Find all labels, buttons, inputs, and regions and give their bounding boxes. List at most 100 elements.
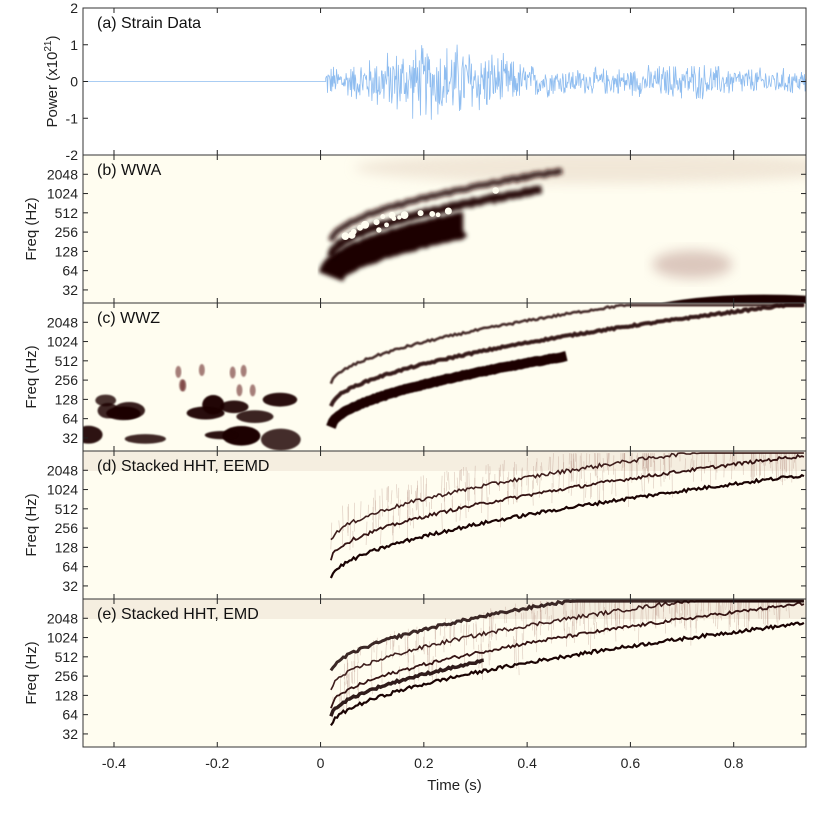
panel-a: -2 -1 0 1 2 Power (x1021) (a) Strain Data <box>43 0 807 163</box>
hht-track-2 <box>330 453 805 561</box>
hht-spike <box>446 470 448 481</box>
ytick-label: -1 <box>66 110 79 126</box>
hht-spike <box>731 453 733 480</box>
wwz-upper-track <box>329 303 804 385</box>
wwz-noise-blob <box>222 426 261 446</box>
hht-spike <box>343 681 345 712</box>
wwz-noise-blob <box>113 402 146 419</box>
wwa-smear <box>652 250 733 279</box>
xtick-label: 0.6 <box>621 755 641 771</box>
hht-spike <box>378 511 380 528</box>
wwz-noise-blob <box>236 384 243 397</box>
hht-spike <box>588 453 591 465</box>
plot-area <box>83 451 806 579</box>
ytick-label: 32 <box>62 578 78 594</box>
hht-spike <box>753 453 756 477</box>
hht-spike <box>583 461 585 484</box>
wwa-fundamental-blob <box>318 212 468 282</box>
wwa-speckle <box>373 219 380 226</box>
hht-spike <box>443 471 446 502</box>
hht-spike <box>623 453 625 482</box>
hht-track-2 <box>330 602 805 709</box>
hht-spike <box>776 601 778 623</box>
plot-area <box>83 44 806 120</box>
hht-spike <box>614 468 617 497</box>
hht-spike <box>349 522 351 551</box>
hht-spike <box>740 601 742 611</box>
hht-spike <box>458 470 461 490</box>
wwz-noise-blob <box>204 431 238 440</box>
wwz-noise-blob <box>175 365 182 378</box>
hht-track-bold <box>329 658 484 717</box>
hht-spike <box>573 453 575 469</box>
panel-c: 32 64 128 256 512 1024 2048 Freq (Hz) (c) WWZ <box>23 302 807 452</box>
hht-spike <box>681 601 684 616</box>
x-axis-label: Time (s) <box>427 777 481 794</box>
hht-spike <box>422 475 425 501</box>
hht-spike <box>532 610 535 625</box>
hht-spike <box>607 453 610 464</box>
wwz-noise-blob <box>240 364 247 377</box>
ytick-label: 1024 <box>47 482 78 498</box>
strain-series-line <box>83 44 806 120</box>
xtick-label: 0.8 <box>724 755 744 771</box>
hht-spike <box>526 457 528 486</box>
hht-spike <box>779 453 782 469</box>
hht-spike <box>486 479 488 502</box>
hht-spike <box>636 455 638 475</box>
hht-spike <box>390 490 393 505</box>
hht-spike <box>757 601 760 619</box>
hht-spike <box>692 453 694 482</box>
hht-spike <box>773 601 775 616</box>
hht-spike <box>488 643 490 666</box>
hht-spike <box>347 503 350 533</box>
hht-spike <box>629 605 632 628</box>
hht-spike <box>473 623 475 650</box>
hht-spike <box>575 601 578 630</box>
wwa-speckle <box>492 187 499 194</box>
wwz-noise-blob <box>180 379 187 392</box>
hht-spike <box>712 614 714 624</box>
hht-spike <box>516 629 518 644</box>
ytick-label: 64 <box>62 263 78 279</box>
hht-spike <box>415 490 417 511</box>
hht-spike <box>632 601 634 623</box>
hht-spike <box>707 601 710 612</box>
hht-spike <box>515 612 517 642</box>
ytick-label: 512 <box>55 353 79 369</box>
top-shading <box>83 599 806 619</box>
xtick-label: 0.4 <box>517 755 537 771</box>
xtick-label: -0.4 <box>102 755 126 771</box>
hht-spike <box>696 601 699 622</box>
hht-spike <box>521 633 524 660</box>
hht-spike <box>737 601 740 631</box>
wwz-noise-blob <box>260 428 301 451</box>
hht-spike <box>614 603 617 621</box>
hht-spike <box>502 463 504 485</box>
wwz-noise-blob <box>219 400 249 414</box>
hht-spike <box>615 602 617 630</box>
ytick-label: 512 <box>55 501 79 517</box>
hht-spike <box>432 656 434 682</box>
hht-spike <box>782 458 784 486</box>
wwa-speckle <box>391 216 397 221</box>
hht-spike <box>385 640 387 656</box>
hht-spike <box>700 601 703 612</box>
hht-spike <box>346 656 349 672</box>
hht-spike <box>448 472 450 490</box>
ytick-label: 2048 <box>47 462 78 478</box>
wwa-speckle <box>400 211 409 219</box>
hht-spike <box>552 601 554 630</box>
wwa-speckle <box>341 232 350 241</box>
hht-spike <box>758 453 761 478</box>
panel-label: (c) WWZ <box>97 310 160 327</box>
ytick-label: 2048 <box>47 166 78 182</box>
hht-spike <box>643 453 645 469</box>
ytick-label: 1024 <box>47 186 78 202</box>
hht-track-3 <box>330 452 804 541</box>
wwa-speckle <box>429 211 436 217</box>
hht-spike <box>581 601 583 616</box>
wwa-upper-track <box>328 167 563 242</box>
hht-spike <box>533 615 536 637</box>
